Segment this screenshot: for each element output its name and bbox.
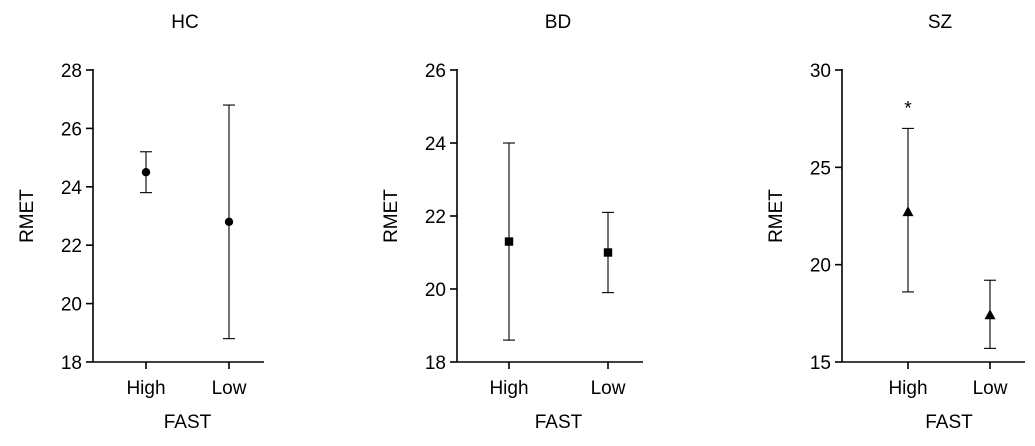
- x-tick-label: High: [489, 378, 528, 399]
- y-tick-label: 15: [810, 353, 831, 374]
- data-point-low: [602, 211, 614, 294]
- panel-title: BD: [545, 12, 571, 33]
- y-tick-label: 20: [425, 280, 446, 301]
- significance-annotation: *: [904, 98, 912, 119]
- y-tick-label: 25: [810, 158, 831, 179]
- y-tick-label: 24: [425, 134, 447, 155]
- data-point-high: [503, 142, 515, 341]
- y-tick-label: 24: [61, 178, 83, 199]
- data-point-high: [902, 127, 914, 293]
- x-tick-label: Low: [212, 378, 247, 399]
- y-tick-label: 28: [61, 61, 82, 82]
- data-point-low: [984, 279, 996, 349]
- x-tick-label: Low: [973, 378, 1008, 399]
- panel-title: HC: [171, 12, 198, 33]
- mean-marker: [141, 168, 151, 177]
- y-tick-label: 20: [810, 256, 831, 277]
- mean-marker: [224, 217, 234, 227]
- mean-marker: [504, 237, 514, 246]
- x-axis-label: FAST: [535, 412, 583, 433]
- y-tick-label: 26: [61, 119, 82, 140]
- mean-marker: [603, 248, 613, 257]
- data-point-low: [223, 104, 235, 340]
- y-tick-label: 30: [810, 61, 831, 82]
- x-tick-label: High: [888, 378, 927, 399]
- x-axis-label: FAST: [164, 412, 212, 433]
- x-axis-label: FAST: [925, 412, 973, 433]
- y-tick-label: 26: [425, 61, 446, 82]
- y-tick-label: 18: [61, 353, 82, 374]
- y-axis-label: RMET: [766, 189, 787, 243]
- x-tick-label: Low: [591, 378, 626, 399]
- y-tick-label: 22: [61, 236, 82, 257]
- mean-marker: [902, 206, 914, 217]
- y-axis-label: RMET: [17, 189, 38, 243]
- y-tick-label: 20: [61, 295, 82, 316]
- y-axis-label: RMET: [381, 189, 402, 243]
- x-tick-label: High: [126, 378, 165, 399]
- y-tick-label: 18: [425, 353, 446, 374]
- y-tick-label: 22: [425, 207, 446, 228]
- data-point-high: [140, 151, 152, 194]
- panel-bd: BD 18 20 22 24 26 RMET High Low FAST: [381, 12, 643, 433]
- mean-marker: [984, 309, 996, 320]
- panel-title: SZ: [928, 12, 953, 33]
